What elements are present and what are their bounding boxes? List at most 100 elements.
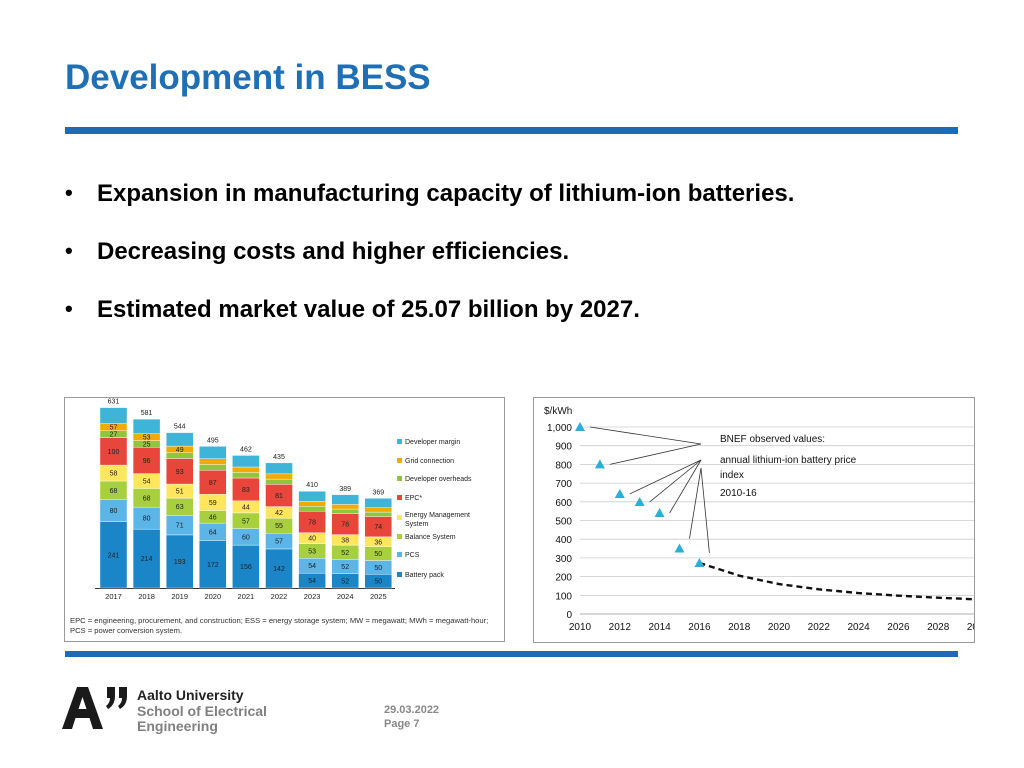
bar-segment (165, 432, 194, 447)
bar-segment (199, 464, 227, 471)
bar-segment-label: 54 (308, 563, 316, 570)
bar-segment-label: 54 (308, 578, 316, 585)
y-tick-label: 900 (555, 442, 572, 453)
legend-swatch (397, 515, 402, 520)
school-name-line1: School of Electrical (137, 703, 267, 719)
annotation-text: 2010-16 (720, 488, 757, 499)
bar-segment-label: 50 (374, 551, 382, 558)
bar-segment (364, 507, 392, 513)
bar-segment-label: 100 (108, 449, 120, 456)
y-tick-label: 0 (566, 610, 572, 621)
page-title: Development in BESS (65, 58, 431, 97)
bar-segment (265, 548, 293, 589)
bullet-text: Decreasing costs and higher efficiencies… (97, 238, 570, 265)
observed-point (594, 459, 605, 469)
legend-label: PCS (405, 552, 420, 559)
x-tick-label: 2018 (138, 592, 155, 601)
projection-line (699, 561, 974, 601)
annotation-pointer (700, 467, 710, 553)
battery-price-plot: 0 100 200 300 400 500 600 700 800 900 1,000 2010 201… (544, 406, 974, 633)
x-tick-label: 2028 (927, 622, 950, 633)
x-tick-label: 2012 (609, 622, 632, 633)
bar-segment-label: 57 (110, 424, 118, 431)
bar-segment (265, 462, 293, 475)
school-name-line2: Engineering (137, 718, 218, 734)
bar-segment-label: 87 (209, 480, 217, 487)
title-divider (65, 127, 958, 134)
bar-segment-label: 76 (341, 522, 349, 529)
bar-segment-label: 214 (141, 556, 153, 563)
annotation-pointer (689, 467, 702, 539)
bullet-text: Expansion in manufacturing capacity of l… (97, 180, 795, 207)
bar-segment (132, 447, 161, 474)
x-tick-label: 2024 (337, 592, 354, 601)
y-tick-label: 400 (555, 535, 572, 546)
bar-segment-label: 142 (273, 566, 285, 573)
legend-swatch (397, 552, 402, 557)
bar-segment-label: 25 (143, 441, 151, 448)
bar-segment-label: 54 (143, 479, 151, 486)
bar-segment (99, 521, 128, 589)
bar-segment-label: 80 (110, 508, 118, 515)
slide-date: 29.03.2022 (384, 704, 440, 716)
bar-segment-label: 93 (176, 469, 184, 476)
y-tick-label: 500 (555, 517, 572, 528)
annotation-pointer (629, 459, 702, 495)
bar-segment-label: 49 (176, 447, 184, 454)
annotation-text: BNEF observed values: (720, 434, 825, 445)
bar-segment-label: 78 (308, 520, 316, 527)
bullet-text: Estimated market value of 25.07 billion … (97, 296, 640, 323)
bullet-marker: • (65, 180, 73, 205)
legend-label: EPC* (405, 495, 422, 502)
bar-segment-label: 44 (242, 504, 250, 511)
bar-segment-label: 68 (143, 495, 151, 502)
legend-label: Grid connection (405, 458, 454, 465)
bar-segment (232, 472, 260, 479)
x-tick-label: 2017 (105, 592, 122, 601)
y-tick-label: 1,000 (547, 423, 572, 434)
bar-segment (298, 506, 326, 512)
bar-segment (199, 458, 227, 465)
stacked-bar-chart: 2418068581002757631201721480685496255358… (95, 399, 472, 601)
bar-segment-label: 83 (242, 487, 250, 494)
y-tick-label: 100 (555, 591, 572, 602)
bar-segment-label: 53 (143, 435, 151, 442)
bar-segment (364, 511, 392, 517)
bar-segment (199, 540, 227, 589)
bar-total-label: 435 (273, 454, 285, 461)
legend-label: Developer margin (405, 439, 460, 446)
y-tick-label: 600 (555, 498, 572, 509)
bar-segment (298, 490, 326, 502)
annotation-pointer (669, 459, 702, 514)
bar-segment-label: 63 (176, 504, 184, 511)
bar-segment-label: 53 (308, 549, 316, 556)
bar-segment-label: 27 (110, 432, 118, 439)
x-tick-label: 2016 (688, 622, 711, 633)
bar-total-label: 581 (141, 410, 153, 417)
bar-segment (364, 498, 392, 508)
legend-swatch (397, 572, 402, 577)
bar-total-label: 544 (174, 424, 186, 431)
bar-segment (165, 534, 194, 589)
x-tick-label: 2023 (304, 592, 321, 601)
bar-segment-label: 52 (341, 578, 349, 585)
bullet-marker: • (65, 296, 73, 321)
legend-label: Balance System (405, 534, 456, 541)
observed-point (634, 496, 645, 506)
bar-segment-label: 52 (341, 550, 349, 557)
legend-label: Battery pack (405, 572, 444, 579)
observed-point (674, 543, 685, 553)
bar-segment (331, 504, 359, 510)
bar-segment-label: 74 (374, 524, 382, 531)
bar-segment (298, 501, 326, 507)
bar-segment-label: 241 (108, 552, 120, 559)
legend-swatch (397, 495, 402, 500)
y-axis-label: $/kWh (544, 406, 572, 417)
legend-label: System (405, 521, 429, 528)
bar-segment-label: 40 (308, 536, 316, 543)
bar-segment-label: 156 (240, 564, 252, 571)
legend-swatch (397, 439, 402, 444)
x-tick-label: 2025 (370, 592, 387, 601)
x-tick-label: 2019 (171, 592, 188, 601)
x-tick-label: 2021 (238, 592, 255, 601)
